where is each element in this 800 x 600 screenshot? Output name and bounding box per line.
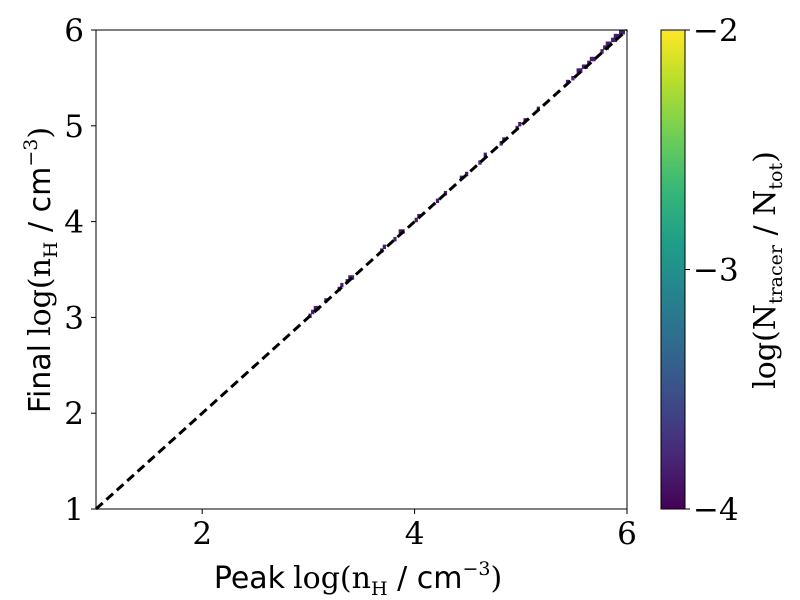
heatmap-cell	[478, 160, 482, 165]
heatmap-cell	[348, 275, 352, 280]
heatmap-cell	[483, 152, 487, 158]
heatmap-cell	[616, 33, 620, 39]
heatmap-cell	[619, 30, 623, 35]
y-axis-label-unit: / cm	[23, 167, 58, 242]
x-axis-label-exp: −3	[462, 558, 490, 580]
y-tick-label: 6	[64, 13, 84, 49]
y-tick-label: 4	[64, 205, 84, 241]
heatmap-cell	[499, 141, 503, 146]
colorbar	[660, 29, 686, 510]
heatmap-cell	[393, 236, 397, 242]
y-axis-ticks: 1 2 3 4 5 6	[64, 13, 96, 528]
colorbar-label-sub1: tracer	[765, 244, 787, 304]
heatmap-cell	[311, 309, 315, 315]
x-tick-label: 6	[617, 516, 637, 552]
heatmap-cell	[611, 37, 615, 43]
colorbar-tick-label: −2	[693, 13, 739, 49]
heatmap-cell	[621, 30, 625, 35]
one-to-one-reference-line	[94, 28, 629, 511]
heatmap-cell	[382, 244, 386, 250]
heatmap-cell	[603, 45, 607, 50]
y-tick-label: 5	[64, 109, 84, 145]
colorbar-label-sub2: tot	[765, 163, 787, 190]
heatmap-cell	[576, 68, 580, 73]
y-tick-label: 3	[64, 300, 84, 336]
heatmap-cell	[579, 68, 583, 73]
x-axis-label-sub: H	[371, 578, 388, 600]
heatmap-cell	[589, 56, 594, 62]
heatmap-cell	[340, 282, 344, 288]
colorbar-label-expr: log(N	[748, 304, 783, 389]
heatmap-cell	[350, 275, 355, 280]
heatmap-cell	[613, 33, 617, 39]
y-axis-label-expr: log(n	[23, 258, 58, 336]
y-axis-label-close: )	[23, 127, 58, 139]
colorbar-ticks: −4 −3 −2	[685, 13, 739, 528]
heatmap-cell	[605, 41, 610, 46]
heatmap-cell	[613, 37, 617, 43]
heatmap-cell	[518, 121, 522, 127]
plot-frame	[95, 29, 628, 510]
x-axis-label-close: )	[490, 561, 502, 596]
colorbar-tick-label: −4	[693, 492, 739, 528]
heatmap-cell	[414, 217, 418, 223]
y-axis-label: Final log(nH / cm−3)	[20, 127, 62, 413]
y-axis-label-sub: H	[40, 242, 62, 259]
colorbar-label-mid: / N	[748, 190, 783, 245]
heatmap-cell	[435, 198, 440, 204]
heatmap-cell	[571, 75, 575, 81]
colorbar-tick-label: −3	[693, 253, 739, 289]
heatmap-cell	[592, 56, 596, 62]
y-axis-label-word: Final	[23, 344, 58, 413]
heatmap-cell	[600, 49, 604, 54]
colorbar-label: log(Ntracer / Ntot)	[748, 151, 787, 389]
heatmap-cell	[313, 305, 317, 311]
y-axis-label-exp: −3	[20, 139, 42, 167]
heatmap-cell	[581, 64, 586, 69]
y-tick-label: 1	[64, 492, 84, 528]
x-axis-label-unit: / cm	[388, 561, 463, 596]
x-tick-label: 4	[405, 516, 425, 552]
x-axis-label-word: Peak	[214, 561, 286, 596]
x-tick-label: 2	[192, 516, 212, 552]
x-axis-label: Peak log(nH / cm−3)	[214, 558, 502, 600]
heatmap-cell	[443, 190, 448, 196]
y-tick-label: 2	[64, 396, 84, 432]
x-axis-ticks: 2 4 6	[192, 509, 637, 552]
heatmap-cell	[465, 171, 469, 177]
heatmap-cell	[398, 229, 402, 234]
colorbar-label-close: )	[748, 151, 783, 163]
x-axis-label-expr: log(n	[293, 561, 371, 596]
